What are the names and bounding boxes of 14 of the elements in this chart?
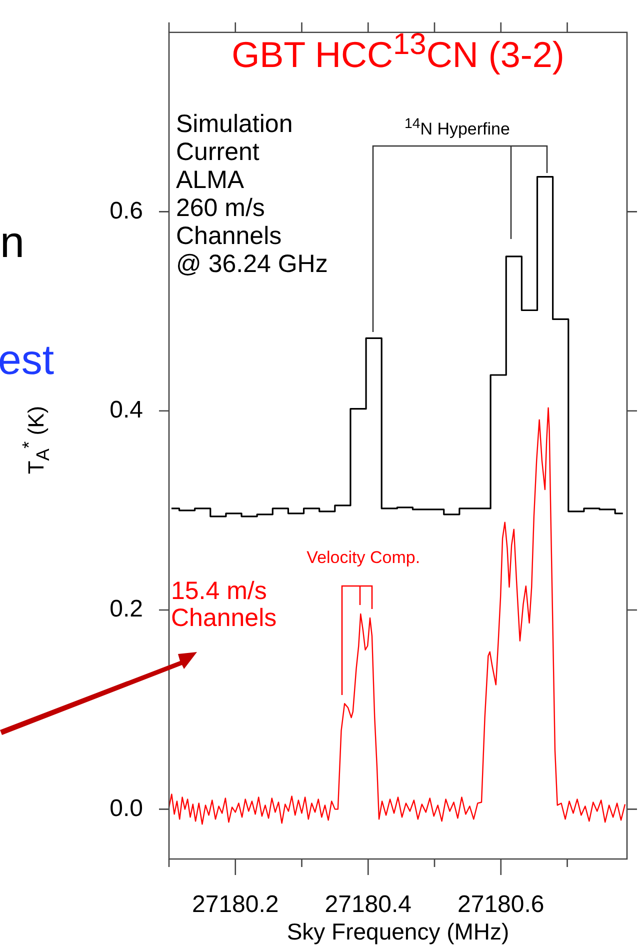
chart-title: GBT HCC$^{13}$CN (3-2) (230, 28, 566, 76)
x-tick-label: 27180.4 (324, 891, 412, 918)
y-tick-label: 0.6 (110, 197, 143, 224)
y-tick-label: 0.4 (110, 396, 143, 424)
text: Simulation Current ALMA 260 m/s Channels @ 36.24 GHz (176, 110, 328, 278)
x-tick-label: 27180.6 (458, 891, 544, 918)
text: n (0, 218, 24, 268)
text: 15.4 m/s Channels (171, 577, 277, 632)
annotation: $^{14}$N Hyperfine (404, 116, 510, 140)
y-tick-label: 0.0 (110, 794, 143, 822)
x-axis-title: Sky Frequency (MHz) (286, 918, 510, 945)
x-tick-label: 27180.2 (192, 891, 279, 918)
annotation: Velocity Comp. (306, 548, 420, 568)
y-tick-label: 0.2 (110, 596, 143, 623)
